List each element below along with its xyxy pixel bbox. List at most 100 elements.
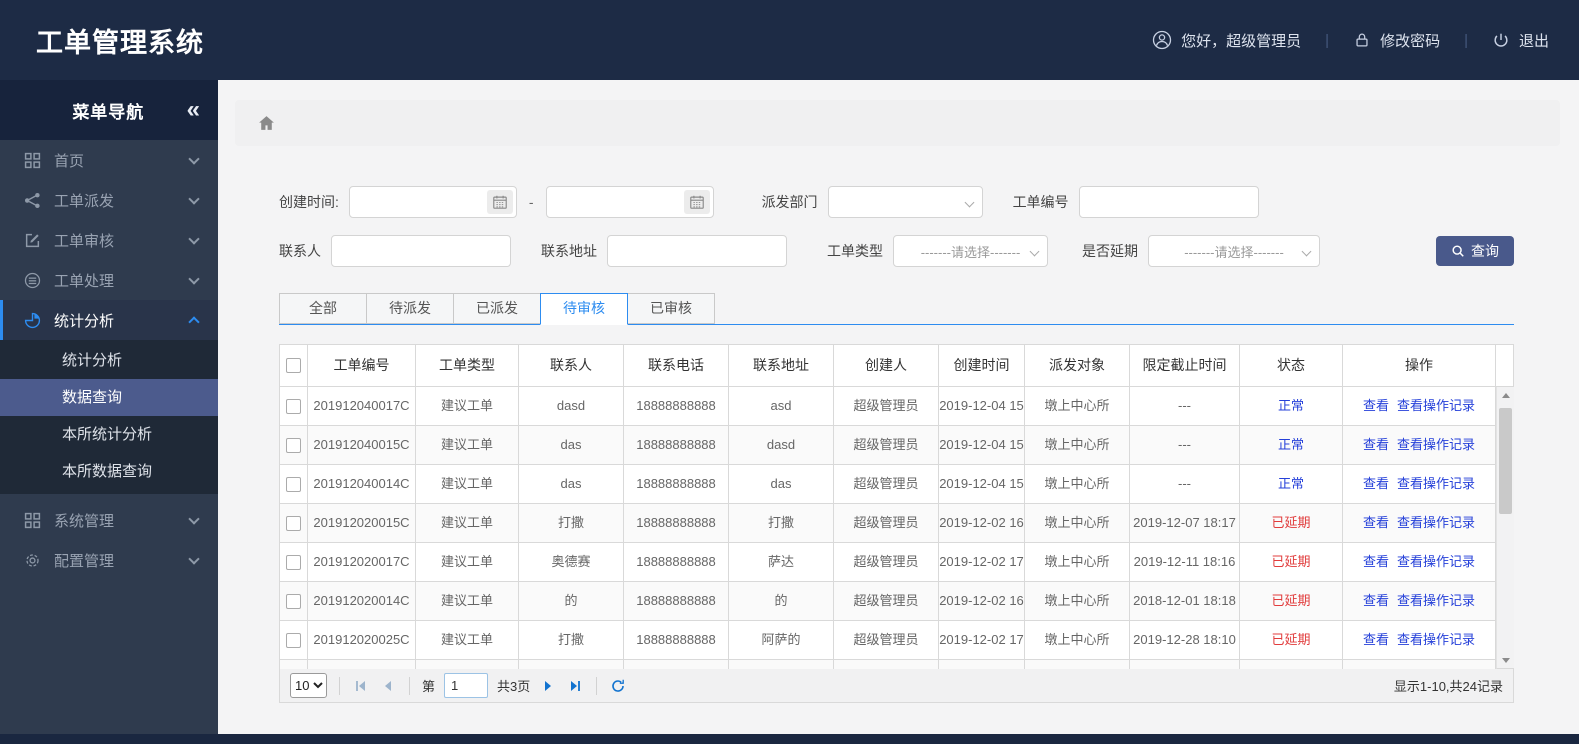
chevron-down-icon <box>188 552 200 565</box>
sidebar-title: 菜单导航 <box>72 102 145 122</box>
contact-input[interactable] <box>331 235 511 267</box>
view-log-link[interactable]: 查看操作记录 <box>1397 593 1476 608</box>
sidebar-collapse-icon[interactable]: « <box>186 96 200 123</box>
view-link[interactable]: 查看 <box>1362 593 1389 608</box>
grid-icon <box>24 152 41 169</box>
delayed-label: 是否延期 <box>1082 243 1138 259</box>
content: 创建时间: - 派发部门 <box>279 186 1514 703</box>
change-password-button[interactable]: 修改密码 <box>1353 30 1440 51</box>
view-link[interactable]: 查看 <box>1362 398 1389 413</box>
home-icon[interactable] <box>257 114 276 133</box>
column-header: 创建时间 <box>939 345 1025 387</box>
view-link[interactable]: 查看 <box>1362 632 1389 647</box>
calendar-icon[interactable] <box>683 190 710 214</box>
power-icon <box>1492 31 1510 49</box>
tab-to-audit[interactable]: 待审核 <box>540 293 628 325</box>
chevron-down-icon <box>1301 246 1312 257</box>
chevron-down-icon <box>1029 246 1040 257</box>
pager-divider <box>409 676 410 695</box>
next-page-button[interactable] <box>539 677 557 695</box>
row-select-cell <box>280 387 308 426</box>
cell-empty <box>1343 660 1496 669</box>
tab-audited[interactable]: 已审核 <box>627 293 715 324</box>
view-link[interactable]: 查看 <box>1362 515 1389 530</box>
tab-to-dispatch[interactable]: 待派发 <box>366 293 454 324</box>
app-header: 工单管理系统 您好，超级管理员 | 修改密码 | 退出 <box>0 0 1579 80</box>
table-row: 201912040014C 建议工单 das 18888888888 das 超级管理员 2… <box>280 465 1496 504</box>
row-checkbox[interactable] <box>286 593 301 609</box>
first-page-button[interactable] <box>352 677 370 695</box>
cell-operations: 查看 查看操作记录 <box>1343 543 1496 582</box>
cell-type: 建议工单 <box>416 387 519 426</box>
logout-button[interactable]: 退出 <box>1492 30 1549 51</box>
scroll-down-button[interactable] <box>1497 652 1514 668</box>
view-link[interactable]: 查看 <box>1362 554 1389 569</box>
search-button[interactable]: 查询 <box>1436 236 1514 266</box>
scrollbar-thumb[interactable] <box>1499 408 1512 514</box>
order-type-value: -------请选择------- <box>920 244 1021 260</box>
row-checkbox[interactable] <box>286 515 301 531</box>
address-input[interactable] <box>607 235 787 267</box>
sidebar-subitem-local-stats[interactable]: 本所统计分析 <box>62 426 153 443</box>
column-header: 联系人 <box>519 345 624 387</box>
row-checkbox[interactable] <box>286 632 301 648</box>
view-log-link[interactable]: 查看操作记录 <box>1397 398 1476 413</box>
tab-dispatched[interactable]: 已派发 <box>453 293 541 324</box>
order-type-select[interactable]: -------请选择------- <box>893 235 1048 267</box>
sidebar-item-config[interactable]: 配置管理 <box>0 540 218 580</box>
cell-deadline: --- <box>1130 426 1240 465</box>
row-checkbox[interactable] <box>286 437 301 453</box>
view-log-link[interactable]: 查看操作记录 <box>1397 437 1476 452</box>
view-log-link[interactable]: 查看操作记录 <box>1397 632 1476 647</box>
cell-empty <box>1130 660 1240 669</box>
dispatch-dept-select[interactable] <box>827 186 983 218</box>
dispatch-dept-label: 派发部门 <box>761 194 818 210</box>
view-log-link[interactable]: 查看操作记录 <box>1397 476 1476 491</box>
status-badge: 正常 <box>1277 437 1304 452</box>
sidebar: 菜单导航 « 首页 工单派发 工单审核 工单处理 统计分析 统计分析 数据查询 本所统计分析本… <box>0 80 218 734</box>
sidebar-item-stats[interactable]: 统计分析 <box>0 300 218 340</box>
sidebar-subitem-local-data-query[interactable]: 本所数据查询 <box>62 463 153 480</box>
calendar-icon[interactable] <box>486 190 513 214</box>
row-checkbox[interactable] <box>286 476 301 492</box>
page-size-select[interactable]: 10 <box>290 673 327 698</box>
view-log-link[interactable]: 查看操作记录 <box>1397 554 1476 569</box>
view-log-link[interactable]: 查看操作记录 <box>1397 515 1476 530</box>
scroll-up-button[interactable] <box>1497 387 1514 403</box>
chevron-down-icon <box>188 152 200 165</box>
vertical-scrollbar[interactable] <box>1496 387 1514 669</box>
sidebar-item-process[interactable]: 工单处理 <box>0 260 218 300</box>
pagination-bar: 10 第 共3页 <box>279 669 1514 703</box>
cell-creator: 超级管理员 <box>834 465 939 504</box>
sidebar-item-audit[interactable]: 工单审核 <box>0 220 218 260</box>
cell-empty <box>834 660 939 669</box>
page-number-input[interactable] <box>444 673 489 698</box>
sidebar-subitem-stats-analysis[interactable]: 统计分析 <box>62 352 123 369</box>
cell-creator: 超级管理员 <box>834 504 939 543</box>
sidebar-item-home[interactable]: 首页 <box>0 140 218 180</box>
cell-target: 墩上中心所 <box>1025 387 1130 426</box>
view-link[interactable]: 查看 <box>1362 437 1389 452</box>
sidebar-item-dispatch[interactable]: 工单派发 <box>0 180 218 220</box>
sidebar-item-system[interactable]: 系统管理 <box>0 500 218 540</box>
refresh-button[interactable] <box>609 677 627 695</box>
tab-all[interactable]: 全部 <box>279 293 367 324</box>
sidebar-submenu: 统计分析数据查询本所统计分析 本所数据查询 <box>0 340 218 494</box>
sidebar-subitem-data-query[interactable]: 数据查询 <box>0 379 218 416</box>
status-badge: 已延期 <box>1271 515 1311 530</box>
delayed-select[interactable]: -------请选择------- <box>1148 235 1320 267</box>
row-checkbox[interactable] <box>286 398 301 414</box>
table-body: 201912040017C 建议工单 dasd 18888888888 asd 超级管理员… <box>280 387 1514 669</box>
view-link[interactable]: 查看 <box>1362 476 1389 491</box>
cell-contact: 奥德赛 <box>519 543 624 582</box>
last-page-button[interactable] <box>566 677 584 695</box>
cell-status: 已延期 <box>1240 543 1343 582</box>
user-greeting: 您好，超级管理员 <box>1152 30 1301 51</box>
cell-deadline: 2019-12-28 18:10 <box>1130 621 1240 660</box>
cell-contact: 的 <box>519 582 624 621</box>
prev-page-button[interactable] <box>379 677 397 695</box>
cell-phone: 18888888888 <box>624 426 729 465</box>
order-no-input[interactable] <box>1078 186 1259 218</box>
select-all-checkbox[interactable] <box>286 358 301 373</box>
row-checkbox[interactable] <box>286 554 301 570</box>
